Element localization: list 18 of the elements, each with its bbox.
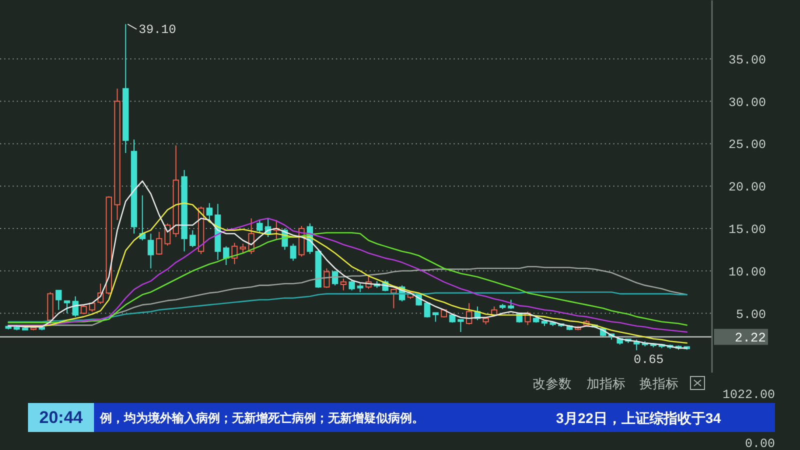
- text: 改参数: [532, 376, 572, 391]
- y-tick-label: 25.00: [728, 138, 766, 152]
- y-tick-label: 20.00: [728, 180, 766, 195]
- y-tick-label: 15.00: [728, 223, 766, 238]
- y-tick-label: 35.00: [728, 53, 766, 68]
- text: 1022.00: [722, 388, 775, 402]
- text: 0.00: [744, 437, 775, 450]
- text: 20:44: [39, 408, 84, 427]
- y-tick-label: 30.00: [728, 96, 766, 110]
- ref-line-label: 2.22: [734, 330, 766, 346]
- text: 换指标: [640, 376, 678, 391]
- y-tick-label: 5.00: [736, 308, 766, 322]
- text: 3月22日，上证综指收于34: [556, 410, 722, 426]
- annotation: 39.10: [138, 23, 176, 38]
- text: 加指标: [586, 376, 626, 391]
- text: 例，均为境外输入病例；无新增死亡病例；无新增疑似病例。: [99, 411, 424, 425]
- y-tick-label: 10.00: [728, 265, 766, 280]
- annotation: 0.65: [634, 353, 664, 368]
